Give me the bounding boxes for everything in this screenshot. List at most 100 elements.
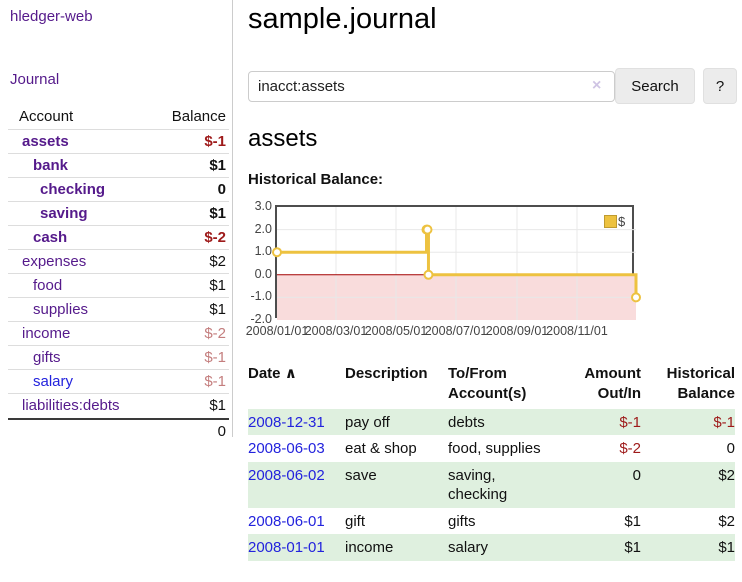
account-row-assets: assets $-1	[8, 130, 229, 154]
page-title: sample.journal	[248, 3, 437, 35]
account-row-salary: salary $-1	[8, 370, 229, 394]
y-axis-tick-label: 2.0	[254, 221, 272, 236]
account-row-checking: checking 0	[8, 178, 229, 202]
search-button[interactable]: Search	[615, 68, 695, 104]
account-balance: $-2	[204, 325, 226, 342]
account-row-liabilities-debts: liabilities:debts $1	[8, 394, 229, 418]
chart-plot-area	[272, 205, 641, 320]
transaction-balance: $1	[718, 539, 735, 556]
register-row: 2008-01-01 income salary $1 $1	[248, 534, 735, 561]
transaction-balance: 0	[726, 440, 735, 457]
chart-title-label: Historical Balance:	[248, 171, 384, 188]
account-balance: $2	[209, 253, 226, 270]
register-header-row: Date ∧ Description To/From Account(s) Am…	[248, 362, 735, 409]
transaction-description: save	[345, 466, 377, 484]
x-axis-tick-label: 2008/09/01	[485, 324, 549, 338]
transaction-date-link[interactable]: 2008-06-03	[248, 440, 325, 457]
chart-canvas	[272, 207, 641, 320]
transaction-date-link[interactable]: 2008-06-01	[248, 512, 325, 530]
transaction-amount: $-2	[619, 440, 641, 457]
transaction-description: eat & shop	[345, 440, 417, 457]
account-balance: $1	[209, 157, 226, 174]
account-row-food: food $1	[8, 274, 229, 298]
account-link[interactable]: saving	[40, 205, 88, 222]
transaction-balance: $2	[718, 466, 735, 484]
account-column-header: To/From Account(s)	[448, 365, 527, 403]
account-heading: assets	[248, 125, 318, 152]
help-button[interactable]: ?	[703, 68, 737, 104]
account-row-income: income $-2	[8, 322, 229, 346]
transaction-description: income	[345, 539, 394, 556]
account-column-header: Account	[19, 108, 74, 125]
transaction-date-link[interactable]: 2008-12-31	[248, 413, 325, 431]
account-row-expenses: expenses $2	[8, 250, 229, 274]
description-column-header: Description	[345, 365, 428, 382]
transaction-accounts: saving, checking	[448, 466, 508, 504]
account-link[interactable]: gifts	[33, 349, 61, 366]
register-table: Date ∧ Description To/From Account(s) Am…	[248, 362, 735, 561]
account-balance: $1	[209, 277, 226, 294]
account-link[interactable]: food	[33, 277, 63, 294]
account-link[interactable]: supplies	[33, 301, 89, 318]
y-axis-tick-label: -2.0	[250, 312, 272, 326]
transaction-description: pay off	[345, 413, 390, 431]
x-axis-tick-label: 2008/03/01	[304, 324, 368, 338]
sort-ascending-icon: ∧	[284, 365, 297, 382]
app-title-link[interactable]: hledger-web	[10, 8, 93, 25]
account-link[interactable]: salary	[33, 373, 74, 390]
account-link[interactable]: cash	[33, 229, 68, 246]
x-axis-tick-label: 2008/01/01	[245, 324, 309, 338]
transaction-description: gift	[345, 512, 366, 530]
legend-series-label: $	[618, 214, 626, 229]
account-row-gifts: gifts $-1	[8, 346, 229, 370]
account-balance: $-1	[204, 349, 226, 366]
transaction-amount: $-1	[619, 413, 641, 431]
y-axis-tick-label: -1.0	[250, 289, 272, 304]
register-row: 2008-06-02 save saving, checking 0 $2	[248, 461, 735, 508]
account-balance: $1	[209, 205, 226, 222]
date-column-header[interactable]: Date ∧	[248, 365, 297, 382]
account-balance: $1	[209, 397, 226, 414]
search-input[interactable]	[248, 71, 615, 102]
register-row: 2008-06-01 gift gifts $1 $2	[248, 508, 735, 535]
transaction-accounts: food, supplies	[448, 440, 541, 457]
account-link[interactable]: bank	[33, 157, 69, 174]
transaction-balance: $2	[718, 512, 735, 530]
y-axis-tick-label: 1.0	[254, 244, 272, 259]
sidebar-item-journal[interactable]: Journal	[10, 71, 60, 88]
x-axis-tick-label: 2008/05/01	[364, 324, 428, 338]
transaction-amount: $1	[624, 512, 641, 530]
account-row-supplies: supplies $1	[8, 298, 229, 322]
chart-legend: $	[604, 214, 625, 229]
accounts-total-row: 0	[8, 418, 229, 442]
legend-series-swatch	[604, 215, 617, 228]
clear-search-icon[interactable]: ×	[592, 77, 602, 94]
register-row: 2008-12-31 pay off debts $-1 $-1	[248, 408, 735, 435]
balance-column-header: Historical Balance	[666, 365, 735, 403]
transaction-amount: 0	[632, 466, 641, 484]
account-balance: $1	[209, 301, 226, 318]
account-balance: $-1	[204, 133, 226, 150]
account-row-saving: saving $1	[8, 202, 229, 226]
x-axis-tick-label: 2008/07/01	[424, 324, 488, 338]
y-axis-tick-label: 0.0	[254, 266, 272, 281]
historical-balance-chart: $ 3.0 2.0 1.0 0.0 -1.0 -2.0 2008/01/01 2008/03/…	[244, 199, 680, 347]
transaction-date-link[interactable]: 2008-01-01	[248, 539, 325, 556]
transaction-accounts: gifts	[448, 512, 476, 530]
amount-column-header: Amount Out/In	[584, 365, 641, 403]
transaction-accounts: debts	[448, 413, 485, 431]
accounts-table-header: Account Balance	[8, 104, 229, 130]
accounts-total-value: 0	[217, 423, 226, 440]
transaction-date-link[interactable]: 2008-06-02	[248, 466, 325, 484]
account-link[interactable]: liabilities:debts	[22, 397, 120, 414]
transaction-balance: $-1	[713, 413, 735, 431]
sidebar: hledger-web Journal Account Balance asse…	[0, 0, 233, 440]
account-balance: $-2	[204, 229, 226, 246]
account-link[interactable]: assets	[22, 133, 69, 150]
account-link[interactable]: income	[22, 325, 71, 342]
account-row-cash: cash $-2	[8, 226, 229, 250]
accounts-balance-table: Account Balance assets $-1 bank $1 check…	[8, 104, 229, 442]
account-link[interactable]: expenses	[22, 253, 87, 270]
account-link[interactable]: checking	[40, 181, 106, 198]
